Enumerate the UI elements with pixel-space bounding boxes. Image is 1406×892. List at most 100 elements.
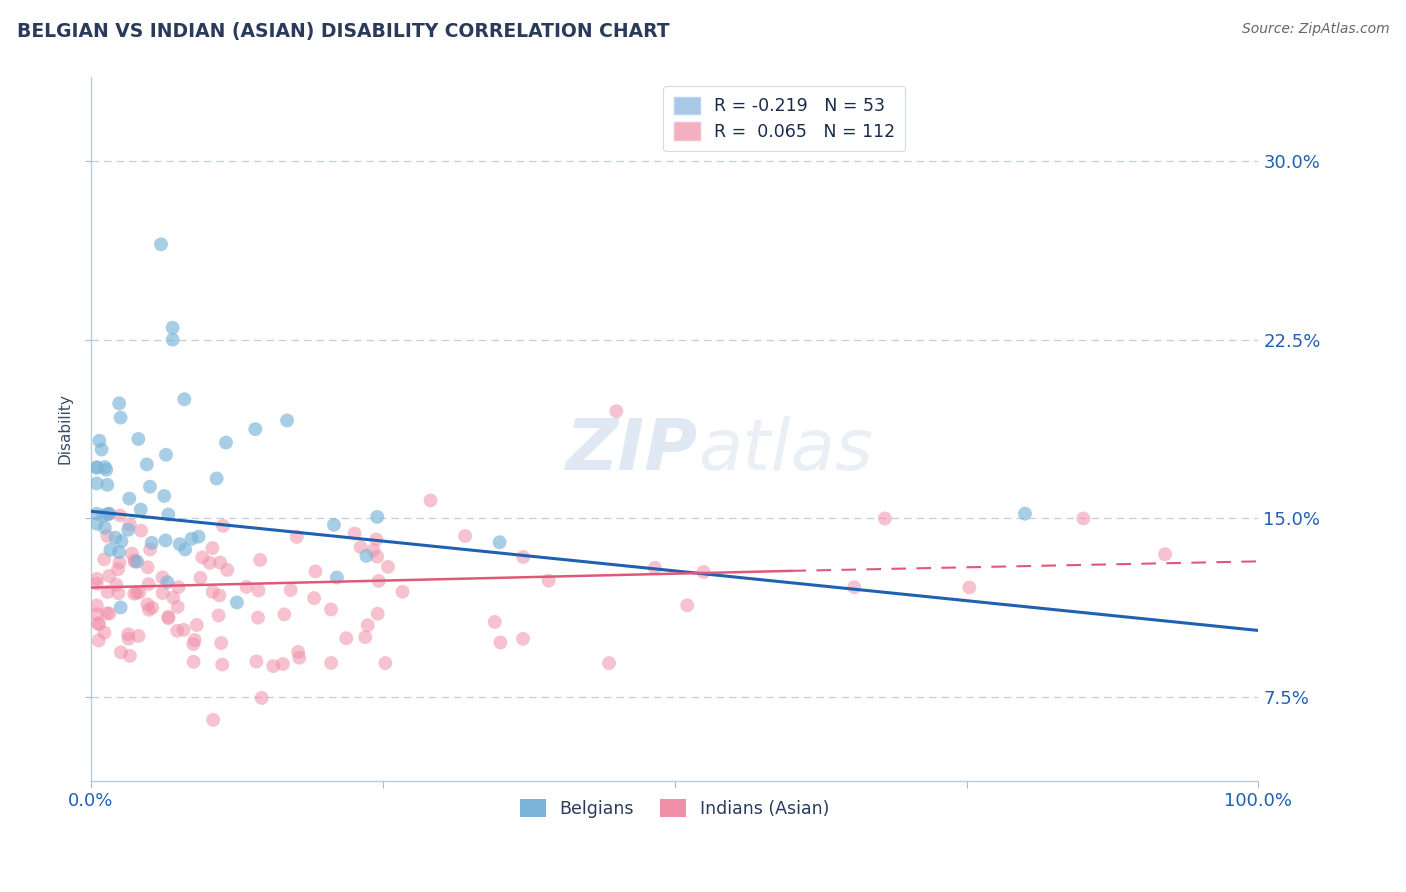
Point [129,524,152,538]
Point [98,607,121,621]
Point [152,570,174,584]
Point [86,460,108,475]
Point [1073,511,1095,525]
Point [107,586,129,600]
Point [162,333,184,347]
Point [117,523,139,537]
Point [676,599,699,613]
Point [91,508,114,523]
Point [128,629,150,643]
Point [155,448,177,462]
Point [127,432,149,446]
Point [155,533,177,548]
Point [363,543,385,558]
Point [153,489,176,503]
Point [207,608,229,623]
Point [117,632,139,646]
Point [86,572,108,586]
Point [484,615,506,629]
Point [108,545,131,559]
Point [186,618,208,632]
Point [97,507,120,521]
Point [183,637,205,651]
Point [246,610,269,624]
Point [86,607,108,622]
Point [1014,507,1036,521]
Point [156,575,179,590]
Point [957,581,980,595]
Text: Source: ZipAtlas.com: Source: ZipAtlas.com [1241,22,1389,37]
Point [211,657,233,672]
Point [93,552,115,566]
Point [512,549,534,564]
Point [166,624,188,638]
Point [108,508,131,523]
Point [262,659,284,673]
Point [319,602,342,616]
Point [249,553,271,567]
Point [366,533,388,547]
Point [124,555,146,569]
Point [141,600,163,615]
Y-axis label: Disability: Disability [58,393,72,465]
Point [118,648,141,663]
Point [180,532,202,546]
Point [205,471,228,485]
Point [87,633,110,648]
Point [169,537,191,551]
Point [121,547,143,561]
Text: ZIP: ZIP [565,416,697,484]
Point [105,577,128,591]
Legend: Belgians, Indians (Asian): Belgians, Indians (Asian) [513,792,837,825]
Point [356,549,378,563]
Point [1154,547,1177,561]
Point [110,534,132,549]
Point [335,632,357,646]
Point [357,618,380,632]
Point [537,574,560,588]
Point [127,555,149,569]
Point [157,609,180,624]
Point [167,580,190,594]
Point [302,591,325,606]
Point [107,562,129,576]
Point [118,517,141,532]
Point [226,595,249,609]
Point [98,569,121,583]
Point [174,542,197,557]
Point [86,576,108,591]
Point [90,442,112,457]
Point [489,635,512,649]
Point [86,507,108,521]
Point [129,502,152,516]
Point [135,458,157,472]
Point [162,320,184,334]
Point [141,536,163,550]
Point [124,553,146,567]
Point [110,600,132,615]
Point [288,650,311,665]
Point [86,599,108,613]
Point [191,550,214,565]
Point [273,607,295,622]
Point [366,510,388,524]
Point [139,480,162,494]
Point [209,636,232,650]
Point [110,645,132,659]
Point [419,493,441,508]
Point [138,603,160,617]
Point [377,559,399,574]
Point [87,616,110,631]
Point [285,530,308,544]
Point [117,627,139,641]
Point [488,535,510,549]
Point [89,434,111,448]
Point [110,410,132,425]
Point [280,582,302,597]
Point [209,556,232,570]
Point [94,521,117,535]
Point [89,617,111,632]
Point [166,599,188,614]
Point [136,560,159,574]
Point [354,630,377,644]
